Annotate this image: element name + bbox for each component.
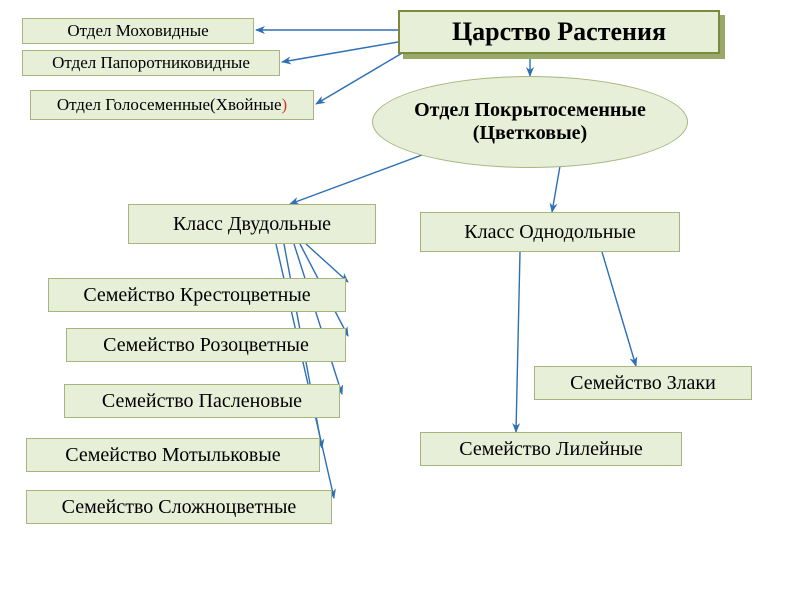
node-odnodol: Класс Однодольные: [420, 212, 680, 252]
node-motyl: Семейство Мотыльковые: [26, 438, 320, 472]
node-slozhno: Семейство Сложноцветные: [26, 490, 332, 524]
edge-2: [316, 52, 404, 104]
edge-8: [294, 244, 342, 394]
node-golo-suffix: ): [282, 95, 288, 115]
node-mokh: Отдел Моховидные: [22, 18, 254, 44]
edge-11: [516, 252, 520, 432]
node-paslen: Семейство Пасленовые: [64, 384, 340, 418]
node-rozo: Семейство Розоцветные: [66, 328, 346, 362]
node-lilei: Семейство Лилейные: [420, 432, 682, 466]
node-dvudol: Класс Двудольные: [128, 204, 376, 244]
node-title: Царство Растения: [398, 10, 720, 54]
edge-6: [306, 244, 348, 282]
edge-5: [552, 166, 560, 212]
node-zlaki: Семейство Злаки: [534, 366, 752, 400]
diagram-stage: Царство Растения Отдел Моховидные Отдел Па…: [0, 0, 800, 600]
edge-1: [282, 42, 398, 62]
node-krest: Семейство Крестоцветные: [48, 278, 346, 312]
node-golo: Отдел Голосеменные(Хвойные): [30, 90, 314, 120]
node-pokryto: Отдел Покрытосеменные (Цветковые): [372, 76, 688, 168]
node-papor: Отдел Папоротниковидные: [22, 50, 280, 76]
edge-4: [290, 152, 430, 204]
edge-12: [602, 252, 636, 366]
node-golo-text: Отдел Голосеменные(Хвойные: [57, 95, 282, 115]
